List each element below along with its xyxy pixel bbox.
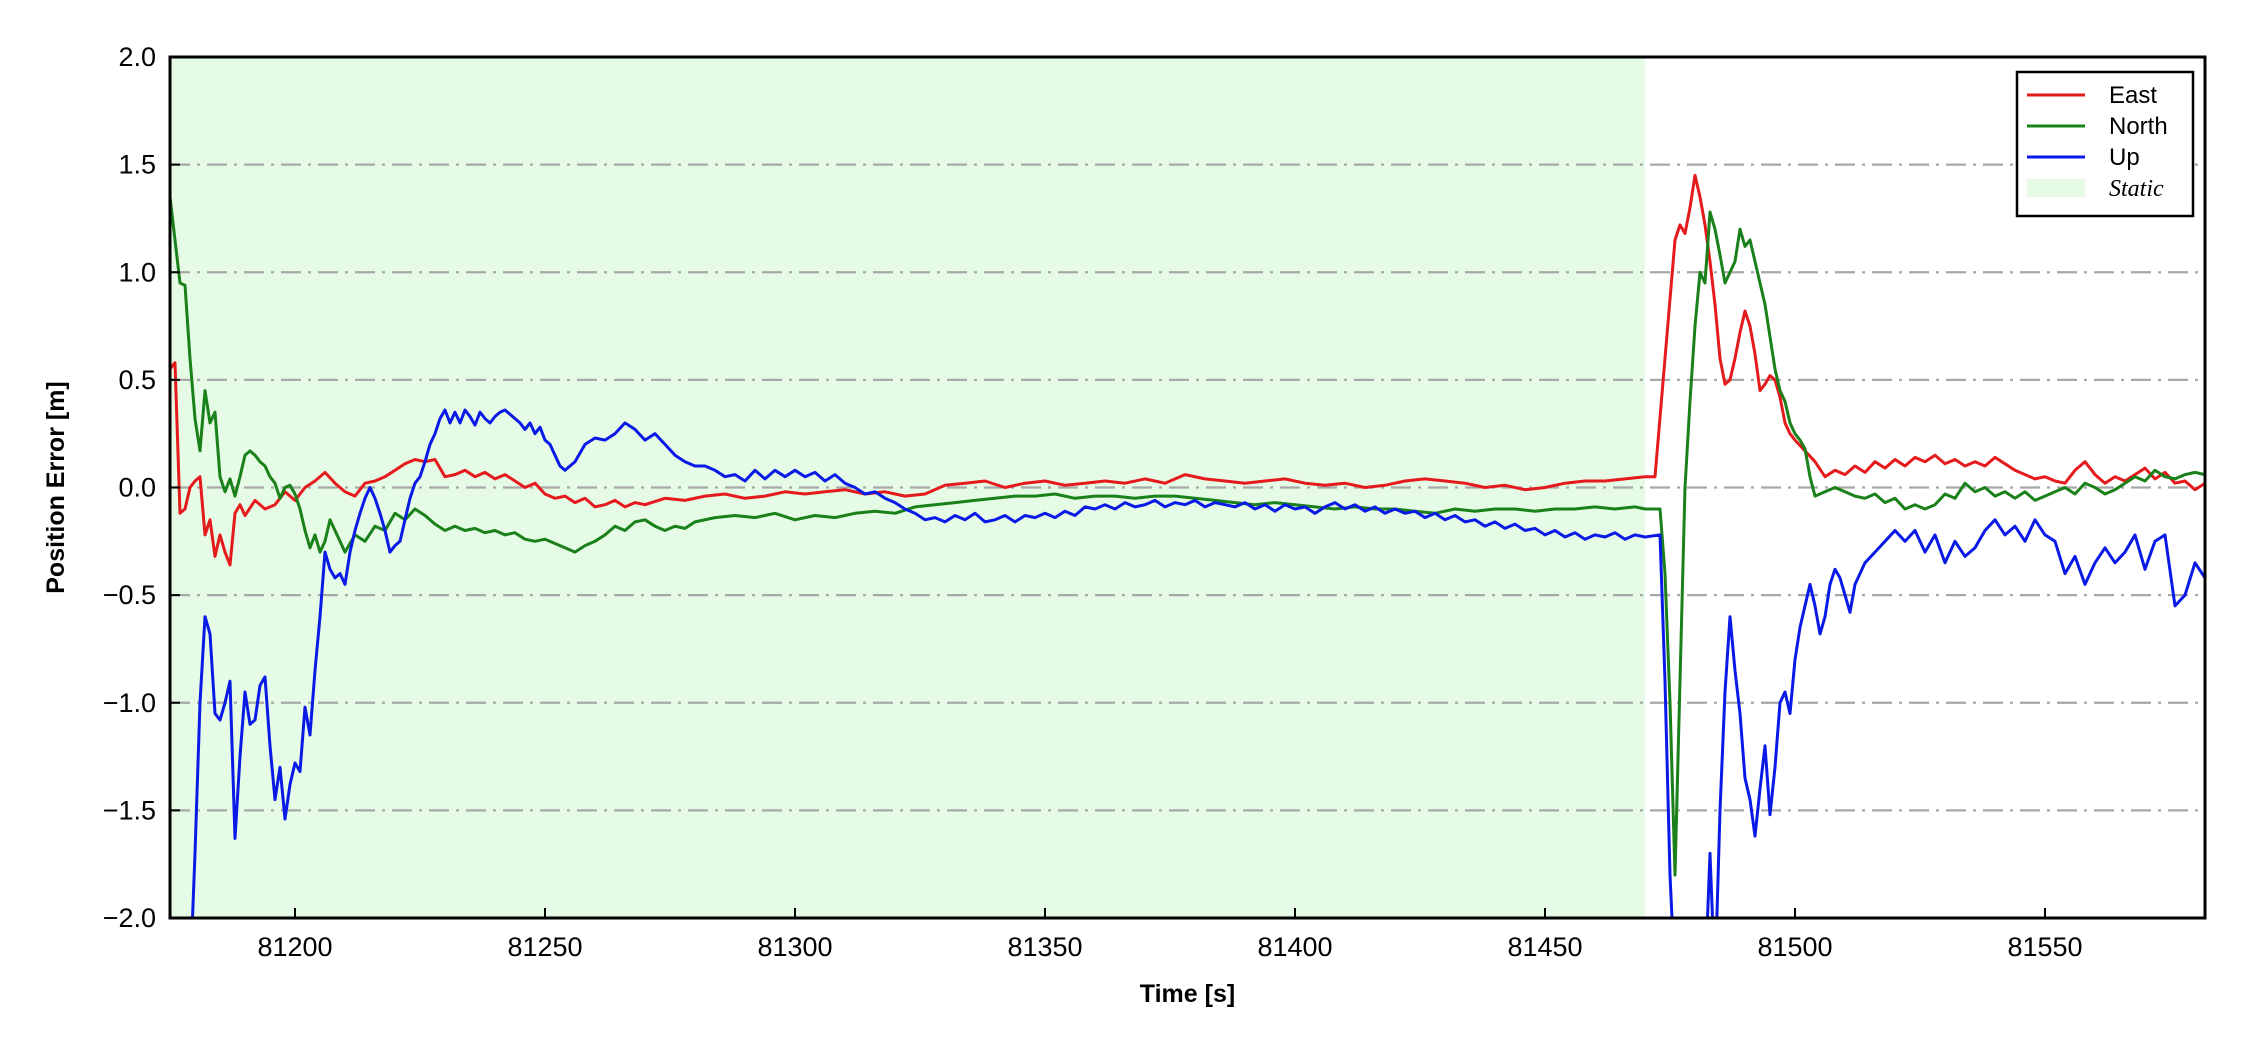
gridlines [170, 163, 2205, 812]
y-tick-label: −1.0 [103, 688, 156, 718]
axis-ticks: 81200 81250 81300 81350 81400 81450 81500 81550… [103, 42, 2083, 962]
y-tick-label: 1.5 [118, 150, 156, 180]
x-tick-label: 81450 [1507, 932, 1582, 962]
legend-label-east: East [2109, 82, 2157, 109]
y-tick-label: −1.5 [103, 795, 156, 825]
y-axis-title: Position Error [m] [42, 381, 70, 594]
x-tick-label: 81250 [507, 932, 582, 962]
legend: East North Up Static [2015, 70, 2195, 218]
y-tick-label: 0.5 [118, 365, 156, 395]
legend-swatch-static [2027, 179, 2085, 197]
y-tick-label: −2.0 [103, 903, 156, 933]
y-tick-label: 0.0 [118, 473, 156, 503]
static-region [170, 57, 1645, 918]
x-tick-label: 81300 [757, 932, 832, 962]
x-axis-title: Time [s] [1140, 980, 1235, 1008]
legend-label-static: Static [2109, 176, 2164, 202]
legend-label-up: Up [2109, 144, 2140, 171]
y-tick-label: −0.5 [103, 580, 156, 610]
x-tick-label: 81400 [1257, 932, 1332, 962]
y-tick-label: 2.0 [118, 42, 156, 72]
x-tick-label: 81500 [1757, 932, 1832, 962]
series-lines [170, 173, 2205, 918]
series-line-east [170, 173, 2205, 567]
x-tick-label: 81350 [1007, 932, 1082, 962]
x-tick-label: 81200 [257, 932, 332, 962]
legend-label-north: North [2109, 113, 2168, 140]
series-line-north [170, 196, 2205, 877]
y-tick-label: 1.0 [118, 257, 156, 287]
series-line-up [190, 408, 2205, 918]
x-tick-label: 81550 [2007, 932, 2082, 962]
